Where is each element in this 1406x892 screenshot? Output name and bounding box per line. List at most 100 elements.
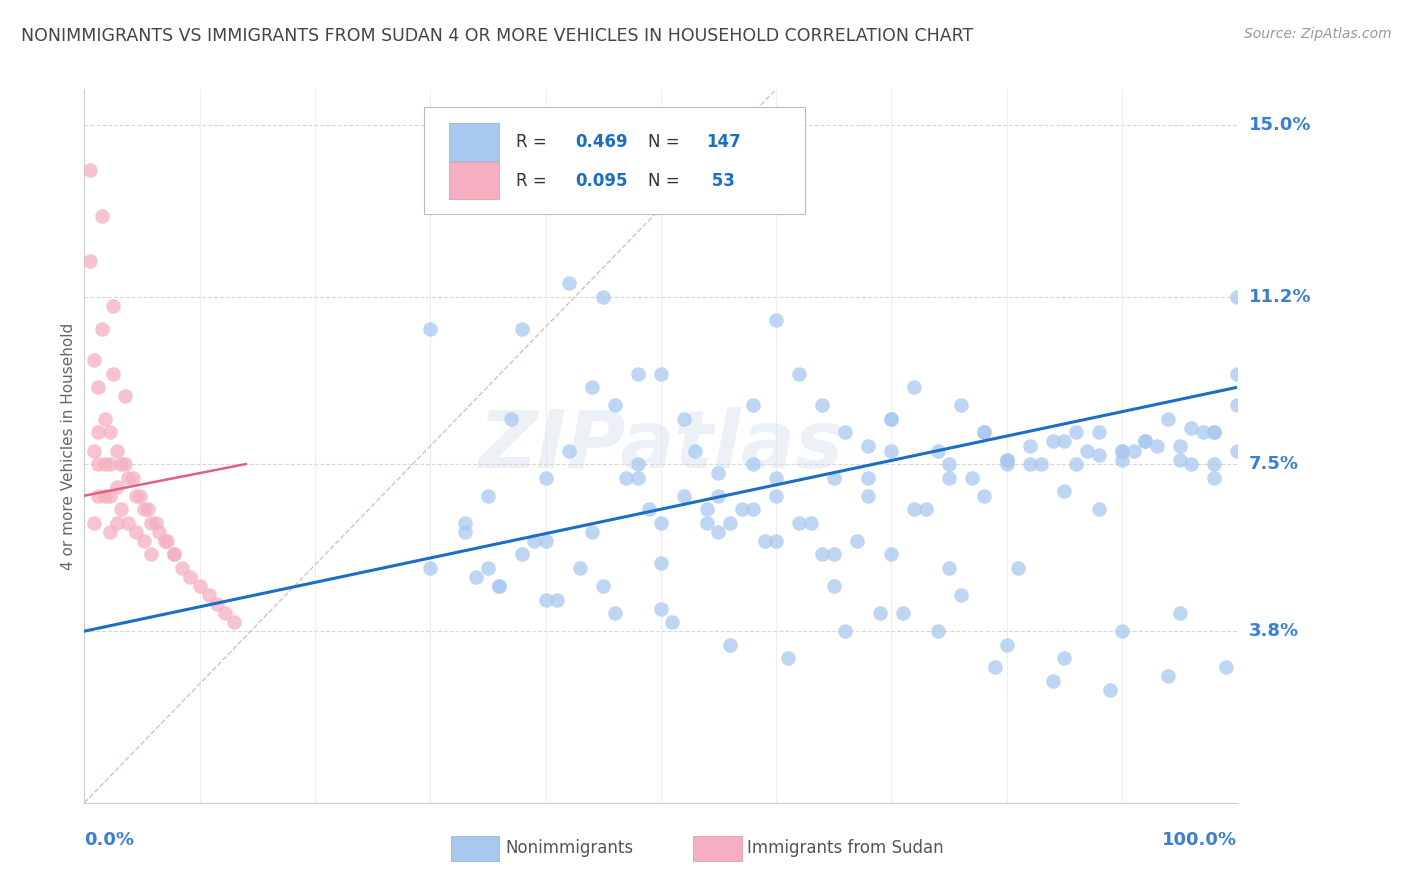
- Point: [121, 470, 143, 484]
- Point: [205, 597, 228, 611]
- Text: 0.0%: 0.0%: [84, 831, 135, 849]
- Point: [163, 548, 186, 562]
- Point: [927, 624, 949, 639]
- Point: [1168, 606, 1191, 620]
- Point: [1204, 425, 1226, 440]
- Point: [1088, 502, 1111, 516]
- Point: [765, 312, 787, 326]
- Point: [707, 524, 730, 539]
- Point: [454, 516, 477, 530]
- Point: [995, 638, 1018, 652]
- Point: [477, 561, 499, 575]
- Point: [1180, 457, 1202, 471]
- Point: [114, 457, 136, 471]
- Point: [534, 533, 557, 548]
- Text: 53: 53: [706, 171, 735, 189]
- Point: [419, 321, 441, 335]
- Point: [927, 443, 949, 458]
- Point: [696, 502, 718, 516]
- Point: [1111, 624, 1133, 639]
- Point: [110, 457, 132, 471]
- Point: [742, 457, 765, 471]
- Point: [87, 425, 110, 440]
- Point: [707, 466, 730, 480]
- Point: [592, 290, 614, 304]
- Point: [145, 516, 167, 530]
- Point: [1204, 425, 1226, 440]
- Point: [1053, 484, 1076, 499]
- Point: [915, 502, 938, 516]
- Point: [845, 533, 868, 548]
- FancyBboxPatch shape: [425, 107, 806, 214]
- Text: Source: ZipAtlas.com: Source: ZipAtlas.com: [1244, 27, 1392, 41]
- Point: [627, 457, 650, 471]
- Point: [83, 353, 105, 368]
- Point: [742, 398, 765, 412]
- Point: [1133, 434, 1156, 449]
- Point: [1133, 434, 1156, 449]
- Point: [454, 524, 477, 539]
- Point: [880, 412, 903, 426]
- Point: [834, 425, 856, 440]
- Point: [512, 321, 534, 335]
- Point: [834, 624, 856, 639]
- Point: [603, 606, 626, 620]
- Point: [136, 502, 159, 516]
- Point: [718, 516, 741, 530]
- Point: [488, 579, 510, 593]
- Point: [1031, 457, 1053, 471]
- Point: [581, 524, 603, 539]
- Point: [661, 615, 683, 629]
- Point: [858, 439, 880, 453]
- Point: [79, 163, 101, 178]
- Point: [1168, 439, 1191, 453]
- Point: [627, 470, 650, 484]
- Point: [1215, 660, 1237, 674]
- Point: [823, 548, 845, 562]
- Point: [1111, 443, 1133, 458]
- Point: [79, 253, 101, 268]
- FancyBboxPatch shape: [449, 123, 499, 161]
- Point: [1111, 443, 1133, 458]
- Point: [125, 524, 148, 539]
- Point: [730, 502, 752, 516]
- Point: [1180, 421, 1202, 435]
- Point: [1064, 425, 1087, 440]
- Point: [800, 516, 823, 530]
- Point: [105, 516, 128, 530]
- Point: [858, 489, 880, 503]
- Point: [128, 489, 150, 503]
- Point: [1122, 443, 1144, 458]
- Point: [419, 561, 441, 575]
- Point: [172, 561, 194, 575]
- Point: [188, 579, 211, 593]
- Point: [1088, 448, 1111, 462]
- Point: [1088, 425, 1111, 440]
- Point: [98, 524, 121, 539]
- Point: [94, 457, 117, 471]
- Point: [1007, 561, 1029, 575]
- Point: [1053, 651, 1076, 665]
- Point: [546, 592, 568, 607]
- Point: [811, 398, 834, 412]
- Point: [512, 548, 534, 562]
- Point: [488, 579, 510, 593]
- Point: [938, 457, 960, 471]
- Point: [880, 443, 903, 458]
- Point: [148, 524, 170, 539]
- Point: [465, 570, 488, 584]
- Point: [105, 443, 128, 458]
- Point: [603, 398, 626, 412]
- Point: [134, 502, 156, 516]
- Point: [973, 489, 995, 503]
- Point: [224, 615, 246, 629]
- Point: [869, 606, 891, 620]
- Point: [765, 489, 787, 503]
- Text: 100.0%: 100.0%: [1163, 831, 1237, 849]
- Point: [903, 502, 925, 516]
- Point: [1226, 398, 1249, 412]
- FancyBboxPatch shape: [693, 836, 741, 862]
- Point: [650, 557, 672, 571]
- Text: N =: N =: [648, 133, 685, 151]
- Point: [1099, 682, 1122, 697]
